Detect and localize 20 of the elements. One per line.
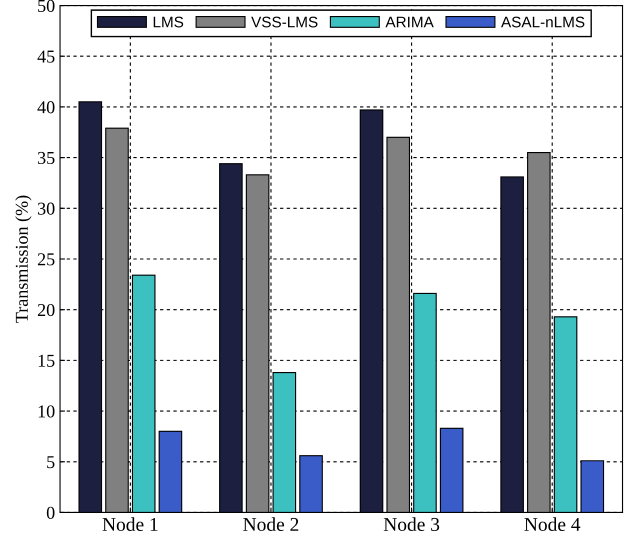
legend-label: VSS-LMS [251,16,318,28]
y-tick-label: 30 [38,202,54,215]
y-tick-label: 45 [37,50,54,63]
legend-label: LMS [154,16,184,28]
y-tick-label: 10 [38,405,54,418]
x-tick-label: Node 3 [384,517,440,531]
legend-label: ASAL-nLMS [501,16,584,28]
x-tick-label: Node 4 [524,517,580,531]
x-tick-label: Node 2 [243,517,298,531]
y-tick-label: 35 [38,152,54,164]
y-axis-title: Transmission (%) [15,196,32,323]
y-tick-label: 50 [38,0,54,12]
y-tick-label: 40 [37,101,54,114]
x-tick-label: Node 1 [102,517,158,531]
legend-label: ARIMA [385,16,434,28]
y-tick-label: 15 [38,354,54,367]
y-tick-label: 20 [38,304,54,316]
y-tick-label: 5 [47,456,54,468]
y-tick-label: 0 [46,506,54,519]
y-tick-label: 25 [38,253,54,266]
